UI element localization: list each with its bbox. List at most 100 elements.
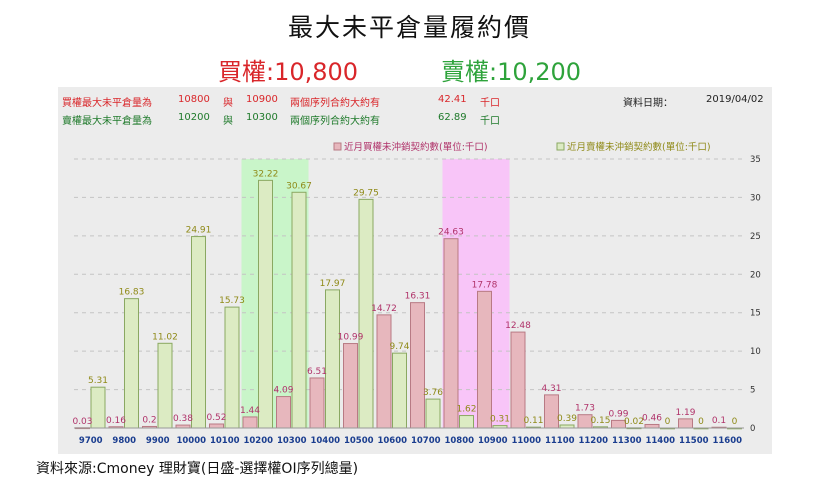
call-bar (209, 423, 224, 429)
x-tick-label: 11200 (578, 436, 608, 446)
put-bar (392, 352, 407, 429)
put-value-label: 9.74 (389, 342, 409, 352)
x-tick-label: 11000 (511, 436, 541, 446)
put-bar (191, 236, 206, 429)
put-value-label: 3.76 (423, 388, 443, 398)
call-info-value: 42.41 (438, 94, 467, 105)
put-value-label: 0 (665, 417, 671, 427)
y-tick-label: 35 (750, 155, 761, 165)
call-bar (343, 343, 358, 429)
call-value-label: 12.48 (505, 321, 531, 331)
call-info-unit: 千口 (480, 98, 500, 109)
call-value-label: 0.99 (608, 409, 628, 419)
call-value-label: 6.51 (307, 367, 327, 377)
call-value-label: 0.1 (712, 416, 726, 426)
call-info-strike-b: 10900 (246, 94, 278, 105)
call-value-label: 0.38 (173, 414, 193, 424)
page-title: 最大未平倉量履約價 (287, 13, 531, 42)
date-label: 資料日期： (623, 98, 673, 109)
put-value-label: 24.91 (186, 226, 212, 236)
call-info-connector: 與 (223, 98, 233, 109)
x-tick-label: 11400 (645, 436, 675, 446)
put-bar (291, 191, 307, 429)
call-bar (242, 416, 258, 429)
put-value-label: 0.39 (557, 414, 577, 424)
x-tick-label: 9800 (112, 436, 136, 446)
y-tick-label: 25 (750, 232, 761, 242)
call-value-label: 16.31 (405, 292, 431, 302)
chart-panel: 買權最大未平倉量為 10800 與 10900 兩個序列合約大約有 42.41 … (58, 87, 772, 454)
put-value-label: 0.11 (523, 416, 543, 426)
y-tick-label: 0 (750, 424, 755, 434)
legend-put-swatch (556, 142, 565, 151)
put-value-label: 17.97 (320, 279, 346, 289)
put-max-strike-heading: 賣權:10,200 (441, 58, 582, 86)
call-bar (309, 377, 325, 429)
x-tick-label: 9900 (146, 436, 170, 446)
put-value-label: 5.31 (88, 376, 108, 386)
call-value-label: 10.99 (338, 333, 364, 343)
put-bar (224, 306, 240, 429)
x-tick-label: 10700 (411, 436, 441, 446)
call-bar (443, 238, 459, 429)
x-tick-label: 9700 (79, 436, 103, 446)
date-value: 2019/04/02 (706, 94, 764, 105)
x-tick-label: 10400 (310, 436, 340, 446)
put-value-label: 16.83 (119, 288, 145, 298)
call-value-label: 14.72 (371, 304, 397, 314)
chart-legend: 近月買權未沖銷契約數(單位:千口) 近月賣權未沖銷契約數(單位:千口) (333, 141, 711, 153)
call-value-label: 0.16 (106, 416, 126, 426)
put-value-label: 11.02 (152, 332, 178, 342)
x-tick-label: 11600 (712, 436, 742, 446)
x-tick-label: 10500 (344, 436, 374, 446)
y-tick-label: 10 (750, 347, 761, 357)
y-tick-label: 15 (750, 309, 761, 319)
put-value-label: 0.31 (490, 415, 510, 425)
y-tick-label: 30 (750, 193, 761, 203)
call-bar (678, 418, 693, 429)
put-value-label: 1.62 (456, 405, 476, 415)
legend-call-swatch (333, 142, 342, 151)
put-value-label: 0.15 (590, 416, 610, 426)
x-tick-label: 11500 (679, 436, 709, 446)
call-bar (410, 302, 425, 429)
call-bar (510, 331, 526, 429)
oi-bar-chart: 0.03 5.31 0.16 16.83 0.2 11.02 0.38 24.91 0.52 15… (72, 141, 761, 446)
put-info-strike-b: 10300 (246, 112, 278, 123)
put-info-connector: 與 (223, 116, 233, 127)
put-bar (459, 415, 474, 429)
put-bar (90, 386, 106, 429)
call-value-label: 4.31 (541, 384, 561, 394)
x-tick-label: 10900 (478, 436, 508, 446)
put-value-label: 15.73 (219, 296, 245, 306)
call-value-label: 0.52 (206, 413, 226, 423)
put-bar (124, 298, 139, 429)
call-value-label: 1.44 (240, 406, 260, 416)
put-bar (425, 398, 441, 429)
y-tick-label: 20 (750, 270, 761, 280)
put-info-value: 62.89 (438, 112, 467, 123)
call-max-strike-heading: 買權:10,800 (218, 58, 359, 86)
put-info-desc: 兩個序列合約大約有 (290, 116, 380, 127)
call-value-label: 24.63 (438, 228, 464, 238)
put-value-label: 0.02 (624, 417, 644, 427)
data-source-note: 資料來源:Cmoney 理財寶(日盛-選擇權OI序列總量) (36, 461, 359, 477)
call-bar (376, 314, 392, 429)
call-value-label: 1.73 (575, 404, 595, 414)
put-value-label: 0 (732, 417, 738, 427)
put-value-label: 30.67 (286, 181, 312, 191)
x-tick-label: 10100 (210, 436, 240, 446)
call-value-label: 4.09 (273, 386, 293, 396)
x-tick-label: 10200 (243, 436, 273, 446)
call-value-label: 0.46 (642, 413, 662, 423)
put-info-unit: 千口 (480, 116, 500, 127)
x-tick-label: 10600 (377, 436, 407, 446)
put-info-label: 賣權最大未平倉量為 (62, 116, 152, 127)
call-value-label: 0.03 (72, 417, 92, 427)
put-bar (325, 289, 340, 429)
put-value-label: 29.75 (353, 188, 379, 198)
call-info-desc: 兩個序列合約大約有 (290, 98, 380, 109)
call-value-label: 0.2 (142, 415, 156, 425)
call-info-strike-a: 10800 (178, 94, 210, 105)
call-value-label: 1.19 (675, 408, 695, 418)
